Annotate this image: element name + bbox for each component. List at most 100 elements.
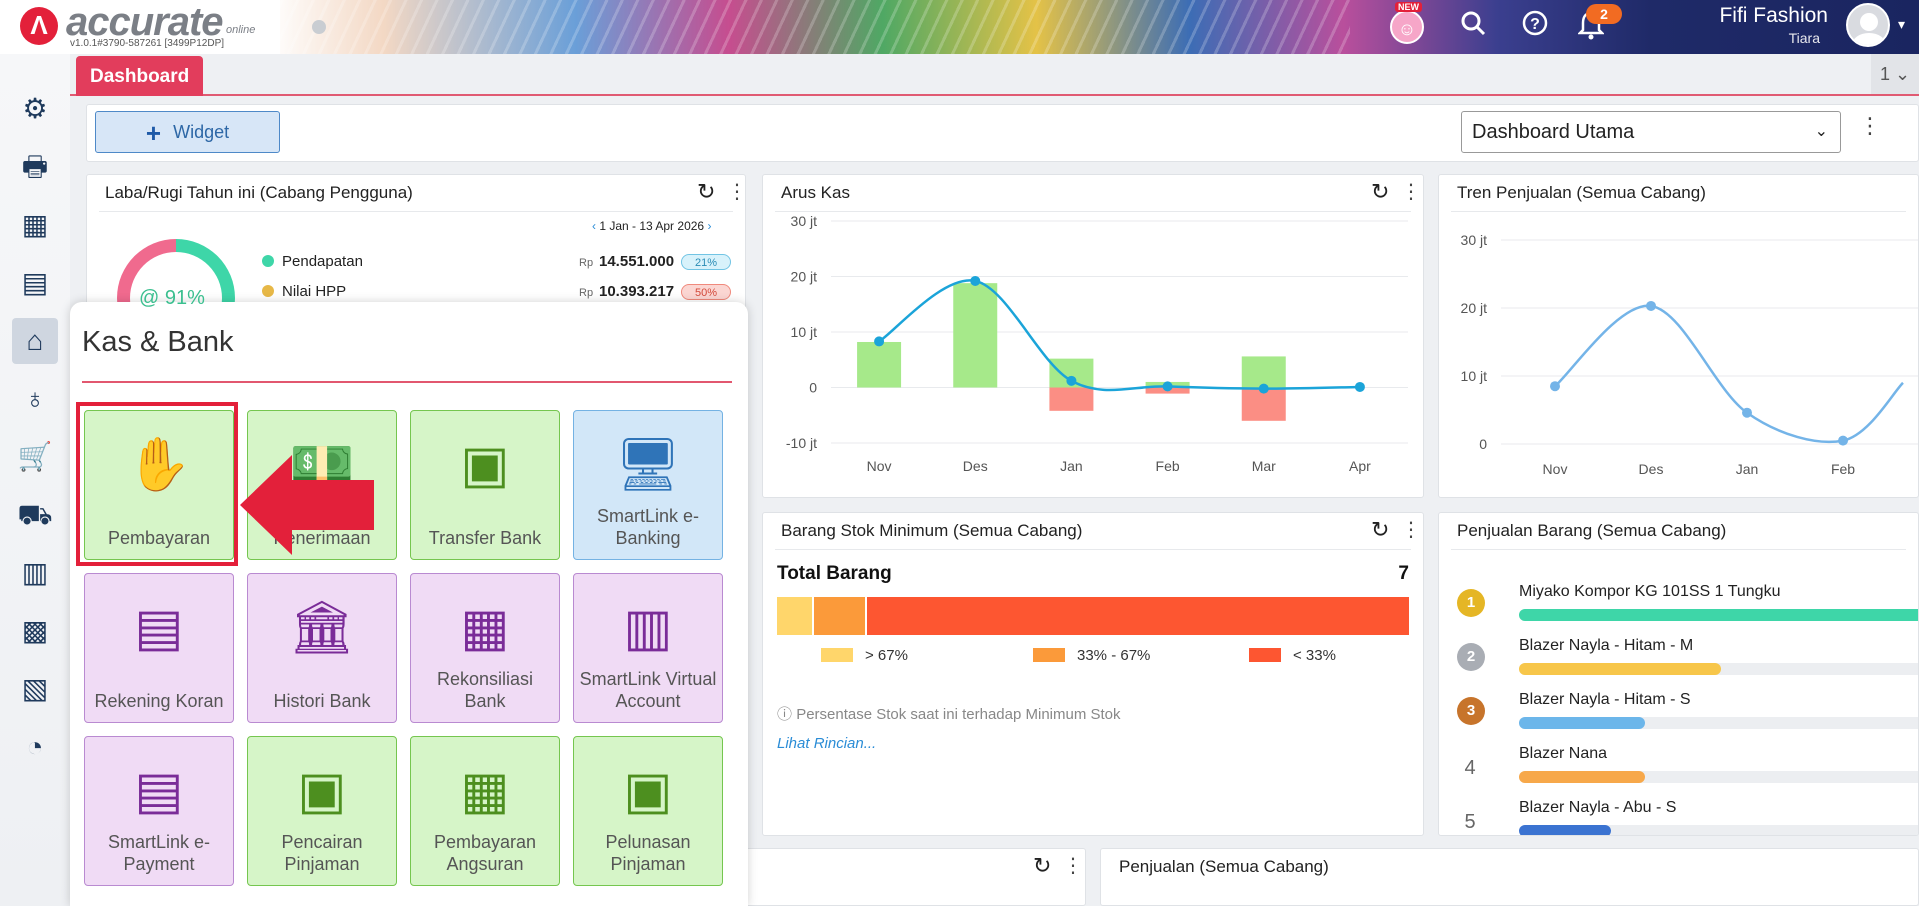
card-title: Barang Stok Minimum (Semua Cabang) <box>781 521 1083 540</box>
user-avatar[interactable] <box>1846 3 1890 47</box>
card-title: Tren Penjualan (Semua Cabang) <box>1457 183 1706 202</box>
legend-dot <box>262 285 274 297</box>
add-widget-button[interactable]: + Widget <box>95 111 280 153</box>
dashboard-toolbar: + Widget Dashboard Utama ⌄ ⋮ <box>86 104 1919 162</box>
more-options-icon[interactable]: ⋮ <box>1401 181 1421 203</box>
warehouse-icon[interactable]: ▩ <box>21 615 49 646</box>
tren-penjualan-card: Tren Penjualan (Semua Cabang) 30 jt 20 jt… <box>1438 174 1919 498</box>
y-tick-label: 10 jt <box>791 324 818 340</box>
rank-number: 5 <box>1464 811 1476 833</box>
legend-item: 33% - 67% <box>1033 647 1150 664</box>
more-options-icon[interactable]: ⋮ <box>727 181 746 203</box>
tab-dashboard[interactable]: Dashboard <box>76 56 204 96</box>
y-tick-label: -10 jt <box>786 435 817 451</box>
profit-ring-label: @ 91% <box>139 287 205 309</box>
tile-histori-bank[interactable]: 🏛 Histori Bank <box>247 573 397 723</box>
accurate-logo-icon[interactable]: Λ <box>20 7 58 45</box>
sales-bar-fill <box>1519 771 1645 783</box>
x-tick-label: Des <box>1639 461 1664 477</box>
delivery-icon[interactable]: ⛟ <box>17 499 53 530</box>
tile-pembayaran[interactable]: ✋ Pembayaran <box>84 410 234 560</box>
date-range-text: 1 Jan - 13 Apr 2026 <box>599 219 705 233</box>
item-name: Blazer Nayla - Abu - S <box>1519 799 1677 816</box>
sales-bar-track <box>1519 825 1918 835</box>
more-options-icon[interactable]: ⋮ <box>1401 519 1421 541</box>
mascot-avatar-icon[interactable]: ☺ <box>1390 10 1424 44</box>
tile-smartlink-e-payment[interactable]: ▤ SmartLink e-Payment <box>84 736 234 886</box>
divider <box>775 549 1411 550</box>
divider <box>82 381 732 383</box>
legend-dot <box>262 255 274 267</box>
refresh-icon[interactable]: ↻ <box>1371 517 1390 542</box>
report-chart-icon[interactable]: ◔ <box>26 731 44 762</box>
book-icon[interactable]: ▤ <box>21 267 49 298</box>
pointer-arrow-body <box>292 480 374 530</box>
tile-rekonsiliasi-bank[interactable]: ▦ Rekonsiliasi Bank <box>410 573 560 723</box>
svg-text:?: ? <box>1530 16 1540 33</box>
x-tick-label: Apr <box>1349 458 1371 474</box>
line-point <box>1646 300 1656 311</box>
item-name: Blazer Nana <box>1519 745 1608 762</box>
tile-transfer-bank[interactable]: ▣ Transfer Bank <box>410 410 560 560</box>
tile-pembayaran-angsuran[interactable]: ▦ Pembayaran Angsuran <box>410 736 560 886</box>
medal-icon: 3 <box>1457 697 1485 725</box>
user-menu-chevron-icon[interactable]: ▾ <box>1898 16 1906 32</box>
chevron-right-icon[interactable]: › <box>707 219 712 233</box>
currency: Rp <box>579 257 594 269</box>
lihat-rincian-link[interactable]: Lihat Rincian... <box>777 735 877 752</box>
building-icon[interactable]: ▦ <box>21 209 49 240</box>
plus-icon: + <box>145 118 162 149</box>
medal-icon: 2 <box>1457 643 1485 671</box>
card-title: Laba/Rugi Tahun ini (Cabang Pengguna) <box>105 183 413 202</box>
chevron-left-icon[interactable]: ‹ <box>592 219 596 233</box>
reconcile-document-icon: ▦ <box>460 599 510 657</box>
divider <box>1451 549 1906 550</box>
tax-icon[interactable]: ▧ <box>21 673 49 704</box>
user-name: Tiara <box>1788 30 1820 46</box>
refresh-icon[interactable]: ↻ <box>1033 853 1052 878</box>
new-badge: NEW <box>1395 2 1422 12</box>
virtual-account-icon: ▥ <box>623 599 673 657</box>
open-tabs-dropdown[interactable]: 1 ⌄ <box>1871 54 1919 94</box>
more-options-icon[interactable]: ⋮ <box>1859 113 1881 138</box>
kas-bank-menu-panel: Kas & Bank ✋ Pembayaran 💵 Penerimaan ▣ Transf… <box>70 302 748 906</box>
help-icon[interactable]: ? <box>1518 10 1552 44</box>
tile-pencairan-pinjaman[interactable]: ▣ Pencairan Pinjaman <box>247 736 397 886</box>
tile-smartlink-e-banking[interactable]: 🖥 SmartLink e-Banking <box>573 410 723 560</box>
line-point <box>1838 435 1848 446</box>
version-text: v1.0.1#3790-587261 [3499P12DP] <box>70 38 225 49</box>
line-point <box>1742 407 1752 418</box>
y-tick-label: 20 jt <box>791 269 818 285</box>
factory-icon[interactable]: ▥ <box>21 557 49 588</box>
sales-bar-track <box>1519 663 1918 675</box>
sales-bar-fill <box>1519 717 1645 729</box>
sales-bar-fill <box>1519 663 1721 675</box>
gear-icon[interactable]: ⚙ <box>22 93 48 124</box>
money-bag-icon[interactable]: ♁ <box>24 383 46 414</box>
y-tick-label: 0 <box>1479 436 1487 452</box>
date-range[interactable]: ‹ 1 Jan - 13 Apr 2026 › <box>592 219 711 233</box>
tile-rekening-koran[interactable]: ▤ Rekening Koran <box>84 573 234 723</box>
logo-area: Λ accurate online v1.0.1#3790-587261 [34… <box>0 0 280 54</box>
y-tick-label: 0 <box>809 380 817 396</box>
x-tick-label: Des <box>963 458 988 474</box>
cashier-icon[interactable]: 🖶 <box>21 151 49 182</box>
tile-pelunasan-pinjaman[interactable]: ▣ Pelunasan Pinjaman <box>573 736 723 886</box>
bank-icon[interactable]: ⌂ <box>12 318 58 364</box>
rekening-koran-icon: ▤ <box>134 599 184 657</box>
total-barang-label: Total Barang <box>777 563 892 584</box>
refresh-icon[interactable]: ↻ <box>1371 179 1390 204</box>
x-tick-label: Jan <box>1736 461 1759 477</box>
row-label: Pendapatan <box>282 253 363 270</box>
cart-icon[interactable]: 🛒 <box>17 441 53 472</box>
refresh-icon[interactable]: ↻ <box>697 179 716 204</box>
top-bar: Λ accurate online v1.0.1#3790-587261 [34… <box>0 0 1919 54</box>
tile-smartlink-virtual-account[interactable]: ▥ SmartLink Virtual Account <box>573 573 723 723</box>
sales-bar-track <box>1519 771 1918 783</box>
search-icon[interactable] <box>1456 10 1490 44</box>
tile-label: SmartLink e-Payment <box>107 832 211 874</box>
more-options-icon[interactable]: ⋮ <box>1063 855 1083 877</box>
tile-label: Pelunasan Pinjaman <box>605 832 691 874</box>
dashboard-select[interactable]: Dashboard Utama ⌄ <box>1461 111 1841 153</box>
x-tick-label: Jan <box>1060 458 1083 474</box>
